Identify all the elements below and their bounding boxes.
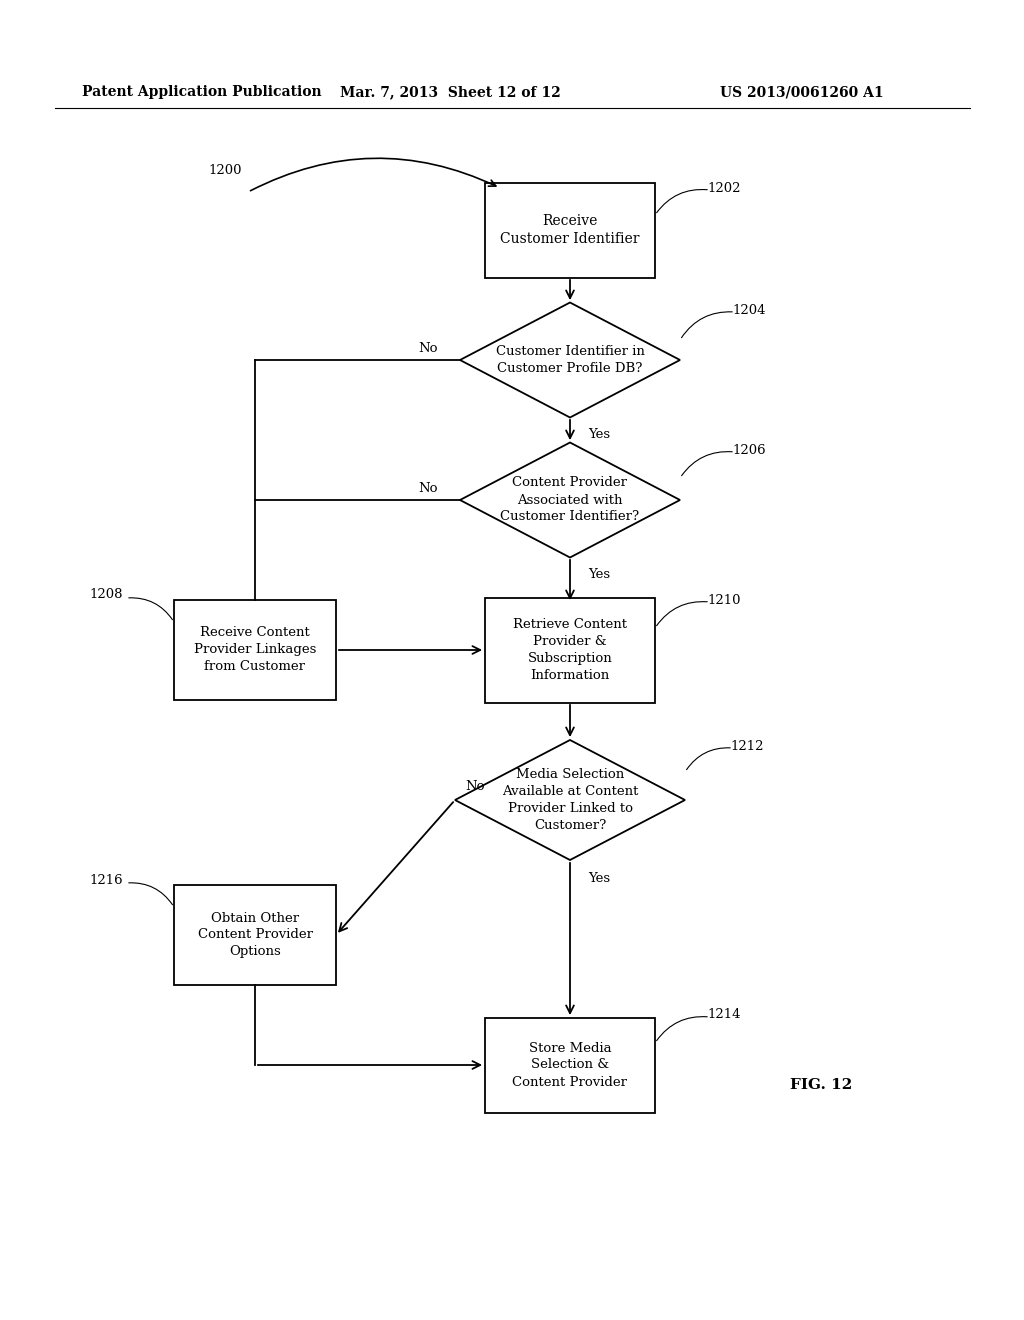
Text: 1208: 1208 [89, 589, 123, 602]
Text: US 2013/0061260 A1: US 2013/0061260 A1 [720, 84, 884, 99]
Text: Yes: Yes [588, 871, 610, 884]
Text: Mar. 7, 2013  Sheet 12 of 12: Mar. 7, 2013 Sheet 12 of 12 [340, 84, 560, 99]
Text: No: No [465, 780, 484, 792]
Text: 1202: 1202 [707, 181, 740, 194]
Bar [174, 601, 336, 700]
Bar [485, 1018, 655, 1113]
Text: 1200: 1200 [208, 164, 242, 177]
Text: 1206: 1206 [732, 444, 766, 457]
Text: Customer Identifier in
Customer Profile DB?: Customer Identifier in Customer Profile … [496, 345, 644, 375]
Polygon shape [460, 302, 680, 417]
Bar [485, 598, 655, 702]
Text: 1214: 1214 [707, 1008, 740, 1022]
Text: 1204: 1204 [732, 304, 766, 317]
Text: No: No [419, 482, 438, 495]
Text: Yes: Yes [588, 429, 610, 441]
Text: Store Media
Selection &
Content Provider: Store Media Selection & Content Provider [512, 1041, 628, 1089]
Text: 1212: 1212 [730, 739, 764, 752]
Bar [485, 182, 655, 277]
Text: Media Selection
Available at Content
Provider Linked to
Customer?: Media Selection Available at Content Pro… [502, 768, 638, 832]
Text: No: No [419, 342, 438, 355]
Polygon shape [460, 442, 680, 557]
Text: Patent Application Publication: Patent Application Publication [82, 84, 322, 99]
Bar [174, 884, 336, 985]
Text: 1210: 1210 [707, 594, 740, 606]
Text: Obtain Other
Content Provider
Options: Obtain Other Content Provider Options [198, 912, 312, 958]
Text: Content Provider
Associated with
Customer Identifier?: Content Provider Associated with Custome… [501, 477, 640, 524]
Text: Receive Content
Provider Linkages
from Customer: Receive Content Provider Linkages from C… [194, 627, 316, 673]
Text: Receive
Customer Identifier: Receive Customer Identifier [501, 214, 640, 247]
Text: Retrieve Content
Provider &
Subscription
Information: Retrieve Content Provider & Subscription… [513, 618, 627, 682]
Text: FIG. 12: FIG. 12 [790, 1078, 852, 1092]
Polygon shape [455, 741, 685, 861]
Text: 1216: 1216 [89, 874, 123, 887]
Text: Yes: Yes [588, 569, 610, 582]
